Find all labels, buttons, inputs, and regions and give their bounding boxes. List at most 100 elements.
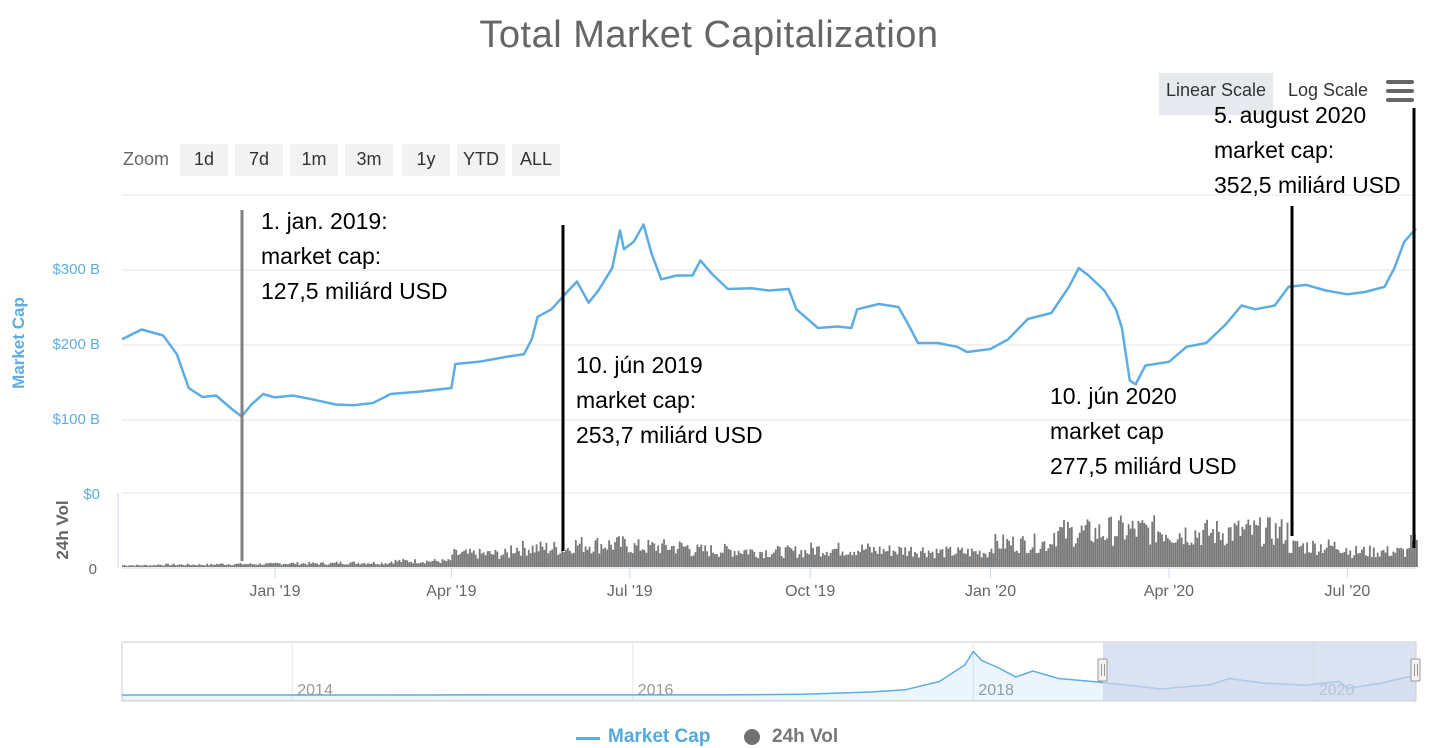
volume-bar — [1374, 557, 1377, 567]
annotation-line: 352,5 miliárd USD — [1214, 172, 1401, 198]
volume-bar — [892, 550, 895, 567]
volume-bar — [192, 564, 195, 567]
volume-bar — [704, 545, 707, 567]
volume-bar — [659, 553, 662, 567]
volume-bar — [1319, 544, 1322, 567]
volume-bar — [988, 552, 991, 567]
volume-bar — [1392, 551, 1395, 567]
volume-bar — [798, 554, 801, 567]
volume-bar — [518, 551, 520, 567]
navigator-left-handle[interactable] — [1097, 658, 1108, 682]
volume-bar — [318, 564, 320, 567]
volume-bar — [1082, 530, 1085, 567]
volume-bar — [772, 552, 775, 567]
volume-bar — [245, 564, 248, 567]
zoom-1y-button[interactable]: 1y — [402, 144, 450, 176]
log-scale-button[interactable]: Log Scale — [1288, 80, 1369, 100]
volume-bar — [210, 563, 213, 567]
zoom-ytd-button[interactable]: YTD — [457, 144, 505, 176]
volume-bar — [680, 542, 683, 567]
volume-bar — [623, 538, 626, 567]
volume-bar — [580, 537, 583, 567]
volume-bar — [1178, 533, 1181, 567]
volume-bar — [1153, 515, 1156, 567]
volume-bar — [653, 543, 656, 567]
volume-bar — [1163, 541, 1165, 567]
volume-bar — [359, 564, 362, 567]
legend-volume[interactable]: 24h Vol — [772, 726, 839, 747]
hamburger-menu-icon[interactable] — [1386, 80, 1414, 102]
volume-bar — [559, 553, 562, 567]
volume-bar — [1149, 544, 1152, 567]
volume-bar — [410, 561, 413, 567]
volume-bar — [1188, 545, 1191, 567]
volume-bar — [584, 546, 587, 567]
volume-bar — [441, 559, 444, 567]
legend-market-cap[interactable]: Market Cap — [608, 726, 711, 747]
volume-bar — [1406, 548, 1408, 567]
volume-bar — [719, 552, 722, 567]
volume-bar — [694, 552, 697, 567]
volume-bar — [1251, 534, 1254, 567]
volume-bar — [1321, 552, 1324, 567]
volume-bar — [233, 564, 236, 567]
volume-bar — [1278, 526, 1281, 567]
volume-bar — [959, 549, 961, 567]
volume-bar — [147, 565, 150, 567]
volume-bar — [614, 542, 616, 567]
volume-bar — [220, 563, 222, 567]
volume-bar — [1378, 556, 1381, 567]
volume-bar — [692, 555, 695, 567]
zoom-1d-button[interactable]: 1d — [180, 144, 228, 176]
volume-bar — [796, 557, 799, 567]
volume-bar — [631, 553, 634, 567]
volume-bar — [1088, 521, 1091, 567]
volume-bar — [272, 563, 275, 567]
volume-bar — [1121, 522, 1124, 567]
volume-bar — [788, 547, 791, 567]
zoom-all-button[interactable]: ALL — [512, 144, 560, 176]
volume-bar — [463, 550, 465, 567]
volume-bar — [1059, 526, 1061, 567]
volume-bar — [267, 563, 269, 567]
volume-bar — [478, 548, 481, 567]
linear-scale-button[interactable]: Linear Scale — [1159, 73, 1274, 115]
volume-bar — [392, 563, 395, 567]
volume-bar — [470, 552, 473, 567]
volume-bar — [1145, 524, 1148, 567]
volume-bar — [569, 550, 571, 567]
volume-bar — [882, 548, 885, 567]
volume-bar — [1074, 543, 1077, 567]
volume-bar — [1233, 523, 1236, 567]
volume-bar — [657, 545, 660, 567]
volume-bar — [1110, 516, 1112, 567]
volume-bar — [861, 544, 863, 567]
volume-bar — [918, 557, 920, 567]
volume-bar — [276, 563, 279, 567]
volume-bar — [310, 563, 313, 567]
volume-bar — [139, 565, 142, 567]
zoom-1m-button[interactable]: 1m — [290, 144, 338, 176]
x-tick-label: Apr '20 — [1144, 583, 1194, 600]
zoom-3m-button[interactable]: 3m — [345, 144, 393, 176]
volume-bar — [1243, 529, 1246, 567]
zoom-7d-button[interactable]: 7d — [235, 144, 283, 176]
volume-bar — [976, 554, 979, 567]
volume-bar — [1045, 551, 1048, 567]
volume-bar — [696, 544, 699, 567]
volume-bar — [733, 551, 736, 567]
volume-bar — [427, 561, 430, 567]
volume-bar — [1137, 520, 1140, 567]
volume-bar — [916, 553, 918, 567]
volume-bar — [741, 554, 744, 567]
volume-bar — [141, 565, 144, 567]
navigator-right-handle[interactable] — [1410, 658, 1421, 682]
volume-bar — [167, 563, 169, 567]
volume-bar — [727, 548, 730, 567]
volume-bar — [982, 552, 985, 567]
volume-bar — [635, 545, 638, 567]
volume-bar — [847, 554, 850, 567]
volume-bar — [129, 565, 132, 567]
volume-bar — [739, 553, 742, 567]
navigator-selected-range[interactable] — [1103, 642, 1416, 701]
